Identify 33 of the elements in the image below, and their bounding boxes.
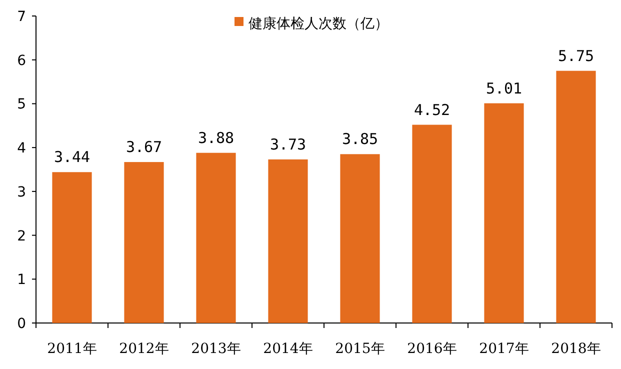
x-tick-label: 2016年 xyxy=(407,341,457,357)
y-tick-label: 5 xyxy=(17,96,26,113)
x-tick-label: 2015年 xyxy=(335,341,385,357)
bar xyxy=(124,162,164,323)
y-tick-label: 1 xyxy=(17,272,26,288)
y-tick-label: 0 xyxy=(17,316,26,332)
legend-label: 健康体检人次数（亿） xyxy=(248,15,388,31)
bar xyxy=(196,152,236,323)
x-tick-label: 2014年 xyxy=(263,341,313,357)
x-tick-label: 2013年 xyxy=(191,341,241,357)
data-label: 3.88 xyxy=(198,128,234,147)
y-tick-label: 6 xyxy=(17,52,26,69)
bar xyxy=(484,103,524,323)
bar xyxy=(412,124,452,323)
data-label: 3.67 xyxy=(126,138,162,156)
bar xyxy=(340,154,380,323)
data-label: 5.01 xyxy=(486,79,522,98)
y-tick-label: 3 xyxy=(17,184,26,200)
x-tick-label: 2018年 xyxy=(551,341,601,357)
bar xyxy=(556,70,596,323)
bar xyxy=(268,159,308,323)
data-label: 3.85 xyxy=(342,130,378,148)
data-label: 4.52 xyxy=(414,100,450,119)
x-tick-label: 2012年 xyxy=(119,341,169,357)
x-tick-label: 2011年 xyxy=(47,341,97,357)
x-tick-label: 2017年 xyxy=(479,341,529,357)
data-label: 3.44 xyxy=(54,148,90,166)
y-tick-label: 4 xyxy=(17,140,26,157)
data-label: 5.75 xyxy=(558,46,594,65)
bar xyxy=(52,172,92,323)
y-tick-label: 7 xyxy=(17,9,26,25)
y-tick-label: 2 xyxy=(17,228,26,244)
data-label: 3.73 xyxy=(270,135,306,154)
